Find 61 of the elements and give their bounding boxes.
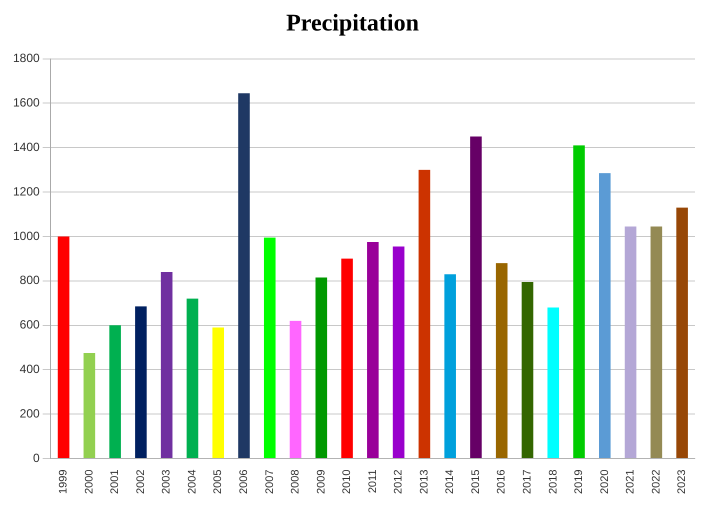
x-tick-label: 2017 <box>522 470 534 494</box>
x-tick-label: 2022 <box>650 470 662 494</box>
bar <box>109 325 121 458</box>
bar <box>470 136 482 458</box>
bar <box>367 242 379 458</box>
x-tick-label: 2008 <box>290 470 302 494</box>
y-tick-label: 1000 <box>12 228 40 243</box>
bar <box>212 328 224 458</box>
bar <box>186 298 198 458</box>
x-tick-label: 2015 <box>470 470 482 494</box>
bar <box>316 278 328 458</box>
bar <box>392 246 404 458</box>
bar <box>160 272 172 458</box>
x-tick-label: 2002 <box>134 470 147 494</box>
x-tick-label: 2000 <box>83 470 96 494</box>
bar <box>522 282 534 458</box>
y-tick-label: 0 <box>33 450 40 465</box>
x-tick-label: 2011 <box>366 470 379 494</box>
x-tick-label: 2007 <box>264 470 276 494</box>
bar <box>624 226 636 458</box>
bar <box>650 226 662 458</box>
bar <box>418 170 430 458</box>
x-tick-label: 2005 <box>212 470 224 494</box>
bar <box>84 353 96 458</box>
bar <box>599 173 611 458</box>
x-tick-label: 1999 <box>58 470 70 494</box>
chart-title: Precipitation <box>286 10 419 37</box>
x-tick-label: 2006 <box>238 470 250 494</box>
x-tick-label: 2019 <box>573 470 586 494</box>
x-tick-label: 2013 <box>418 470 430 494</box>
bar <box>444 274 456 458</box>
x-tick-label: 2009 <box>315 470 328 494</box>
x-tick-label: 2014 <box>444 470 456 494</box>
bar <box>573 145 585 458</box>
y-tick-label: 1400 <box>12 140 40 154</box>
y-tick-label: 1800 <box>12 51 40 66</box>
y-tick-label: 200 <box>20 406 40 420</box>
bar <box>496 263 508 458</box>
bar <box>238 93 250 458</box>
x-tick-label: 2023 <box>676 470 688 494</box>
bar <box>290 320 302 458</box>
x-tick-label: 2003 <box>160 470 173 494</box>
y-tick-label: 1200 <box>12 184 40 198</box>
x-tick-label: 2004 <box>186 470 198 494</box>
bar <box>547 308 560 458</box>
bar <box>135 306 147 458</box>
y-tick-label: 600 <box>20 318 40 332</box>
y-tick-label: 1600 <box>12 96 40 110</box>
bar <box>58 236 70 458</box>
x-tick-label: 2021 <box>624 470 637 494</box>
x-tick-label: 2018 <box>547 470 560 494</box>
x-tick-label: 2001 <box>109 470 122 494</box>
bar <box>676 208 688 458</box>
y-tick-label: 800 <box>20 273 40 288</box>
x-tick-label: 2020 <box>598 470 611 494</box>
y-tick-label: 400 <box>20 362 40 376</box>
bar <box>264 238 276 458</box>
x-tick-label: 2016 <box>496 470 508 494</box>
x-tick-label: 2010 <box>341 470 354 494</box>
bar <box>341 258 353 458</box>
x-tick-label: 2012 <box>392 470 405 494</box>
